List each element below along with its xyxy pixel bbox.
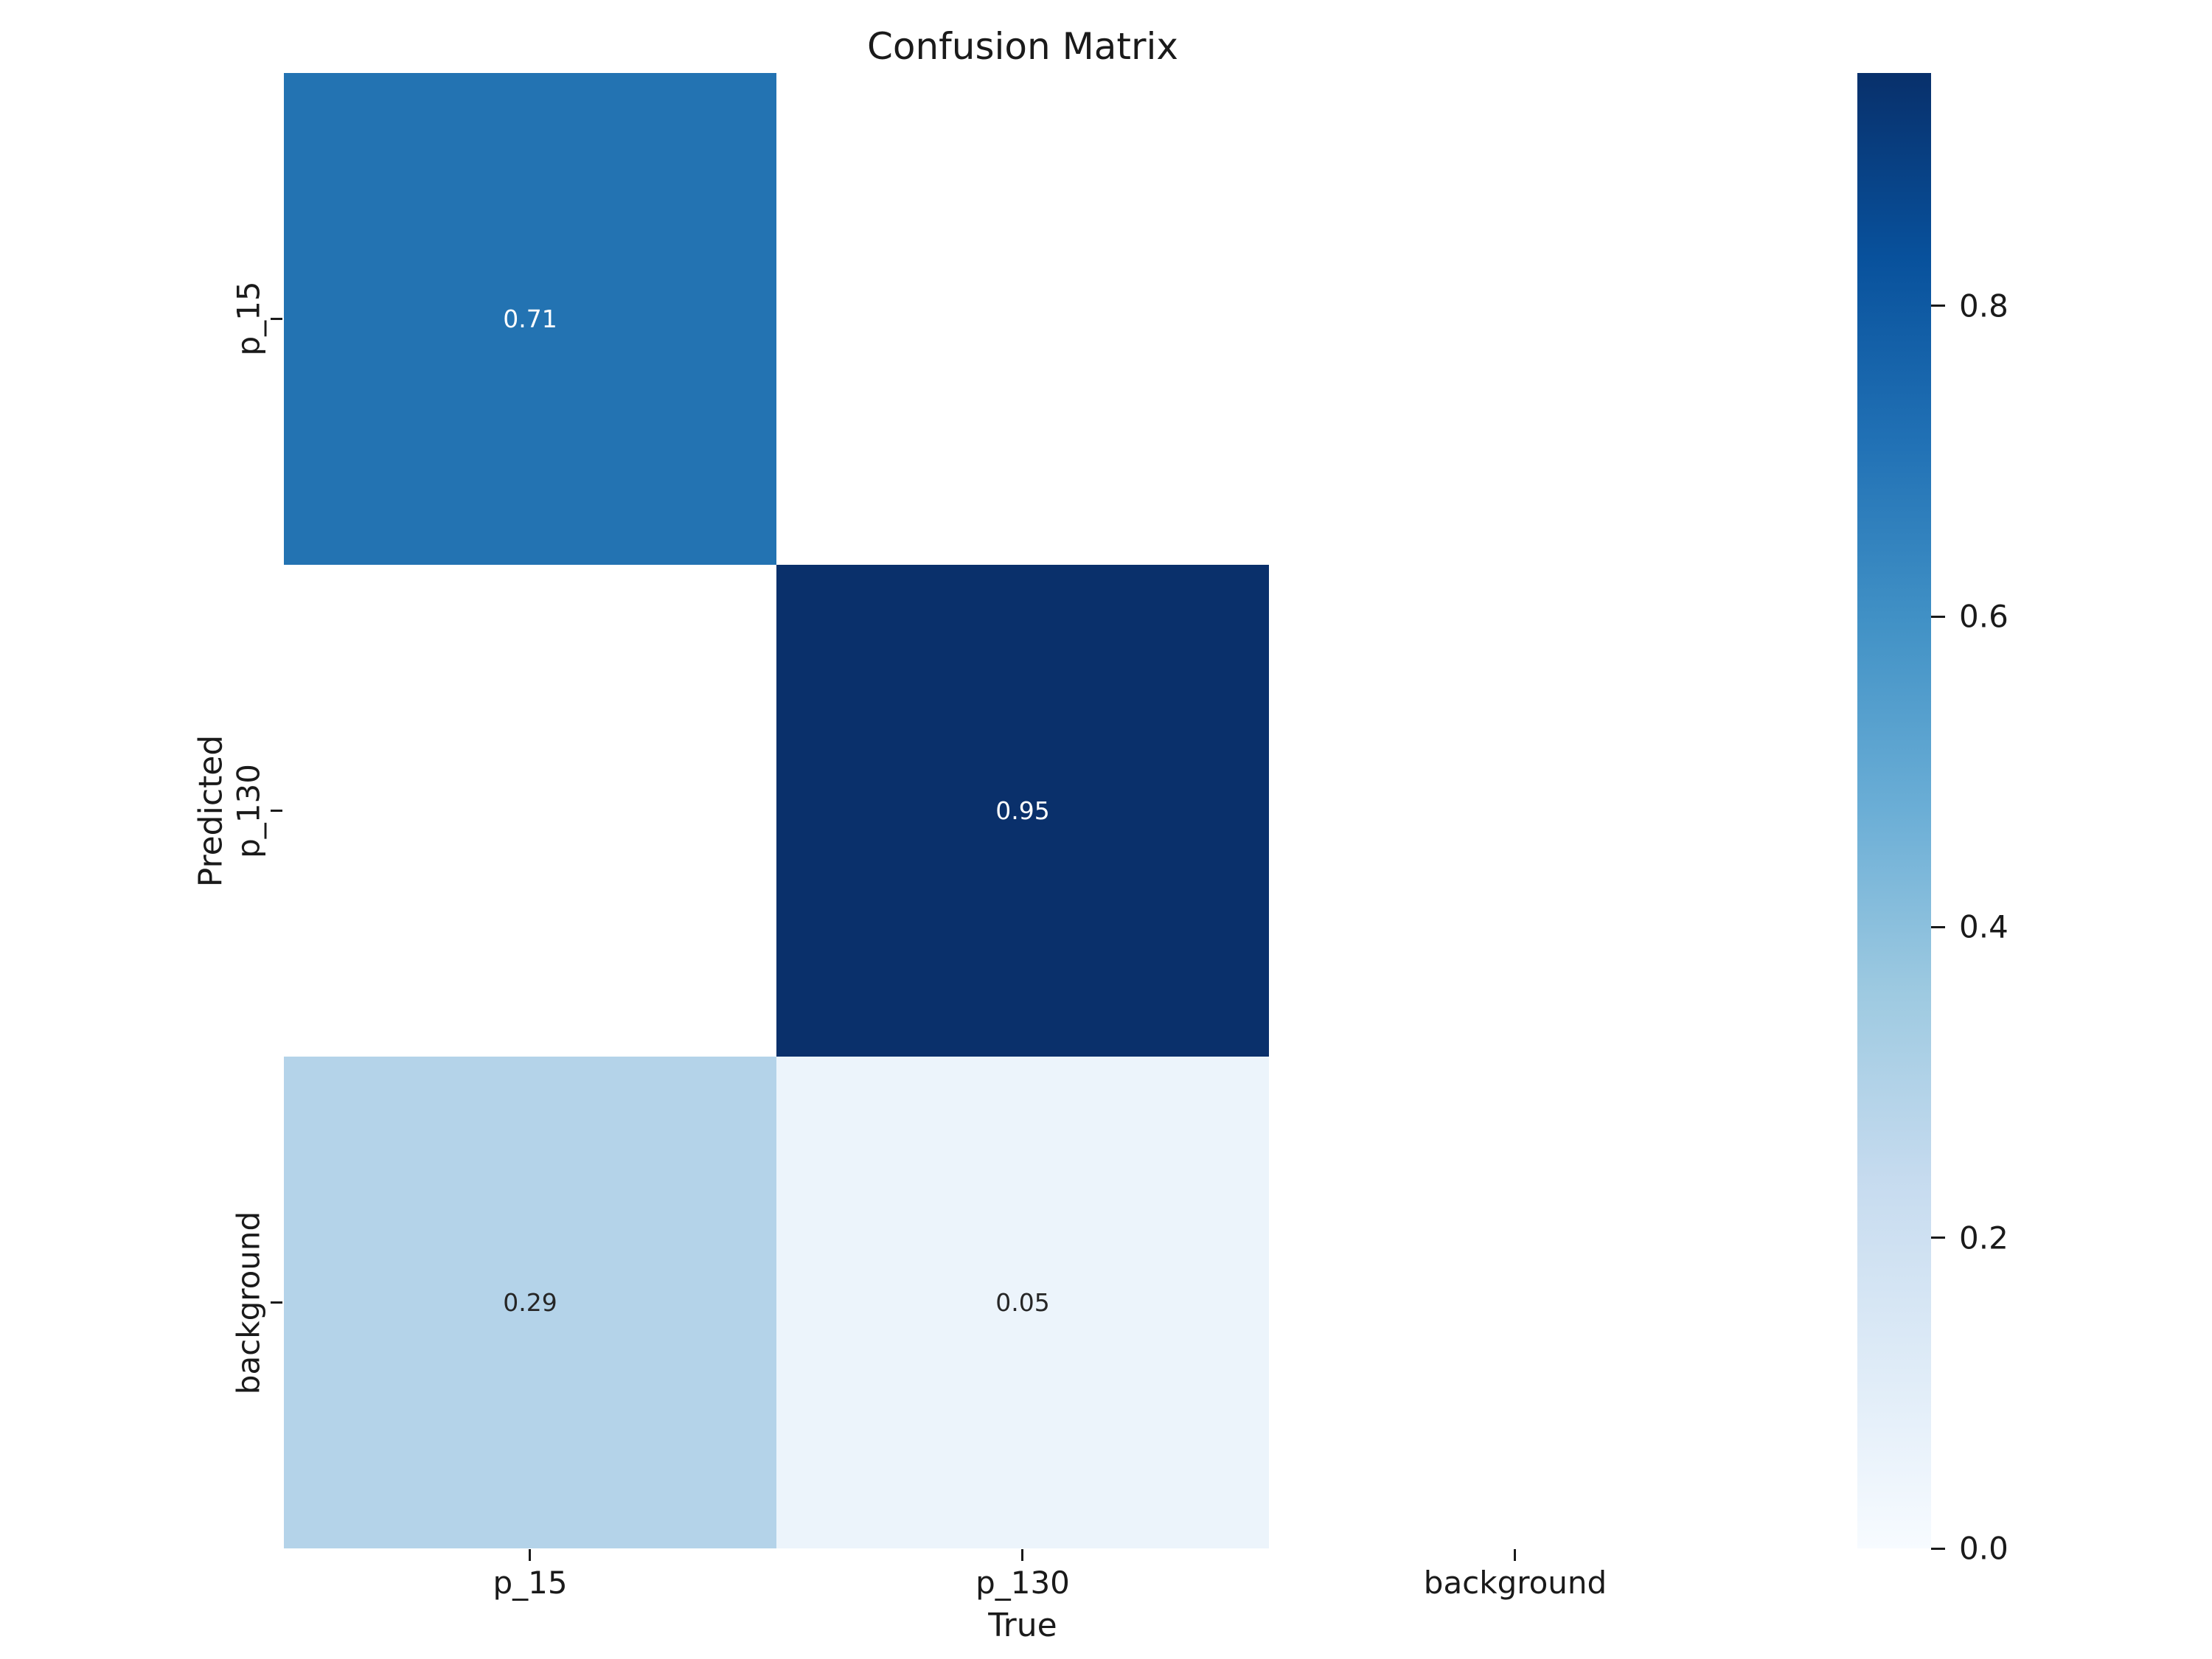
- y-tick-label-background: background: [230, 1211, 267, 1395]
- y-tick-mark: [271, 1301, 282, 1304]
- chart-title: Confusion Matrix: [866, 25, 1179, 68]
- colorbar-tick-label: 0.6: [1959, 598, 2008, 635]
- cell-value: 0.95: [995, 796, 1050, 825]
- colorbar-tick-label: 0.8: [1959, 288, 2008, 324]
- colorbar-tick-mark: [1931, 925, 1945, 928]
- heatmap-cell: [1269, 1057, 1761, 1548]
- x-tick-mark: [1514, 1549, 1516, 1561]
- y-tick-label-p15: p_15: [230, 281, 267, 356]
- heatmap-cell: 0.05: [776, 1057, 1269, 1548]
- colorbar-tick-mark: [1931, 305, 1945, 307]
- heatmap-cell: [284, 565, 776, 1057]
- x-tick-mark: [1021, 1549, 1023, 1561]
- colorbar-tick-label: 0.2: [1959, 1220, 2008, 1256]
- x-axis-label: True: [988, 1607, 1057, 1644]
- x-tick-label-p130: p_130: [975, 1565, 1070, 1601]
- heatmap-cell: [776, 73, 1269, 565]
- y-tick-mark: [271, 810, 282, 812]
- colorbar-tick-mark: [1931, 615, 1945, 618]
- x-tick-label-p15: p_15: [493, 1565, 568, 1601]
- colorbar-tick-mark: [1931, 1547, 1945, 1550]
- heatmap-cell: 0.29: [284, 1057, 776, 1548]
- y-tick-label-p130: p_130: [230, 764, 267, 858]
- heatmap-grid: 0.71 0.95 0.29 0.05: [284, 73, 1761, 1548]
- heatmap-cell: 0.71: [284, 73, 776, 565]
- colorbar-tick-label: 0.4: [1959, 908, 2008, 945]
- x-tick-mark: [529, 1549, 531, 1561]
- cell-value: 0.71: [503, 305, 557, 333]
- heatmap-cell: 0.95: [776, 565, 1269, 1057]
- y-tick-mark: [271, 318, 282, 320]
- heatmap-cell: [1269, 73, 1761, 565]
- cell-value: 0.05: [995, 1288, 1050, 1317]
- colorbar: [1857, 73, 1931, 1548]
- y-axis-label: Predicted: [192, 734, 230, 888]
- x-tick-label-background: background: [1423, 1565, 1607, 1601]
- cell-value: 0.29: [503, 1288, 557, 1317]
- colorbar-tick-mark: [1931, 1237, 1945, 1239]
- heatmap-cell: [1269, 565, 1761, 1057]
- colorbar-tick-label: 0.0: [1959, 1530, 2008, 1567]
